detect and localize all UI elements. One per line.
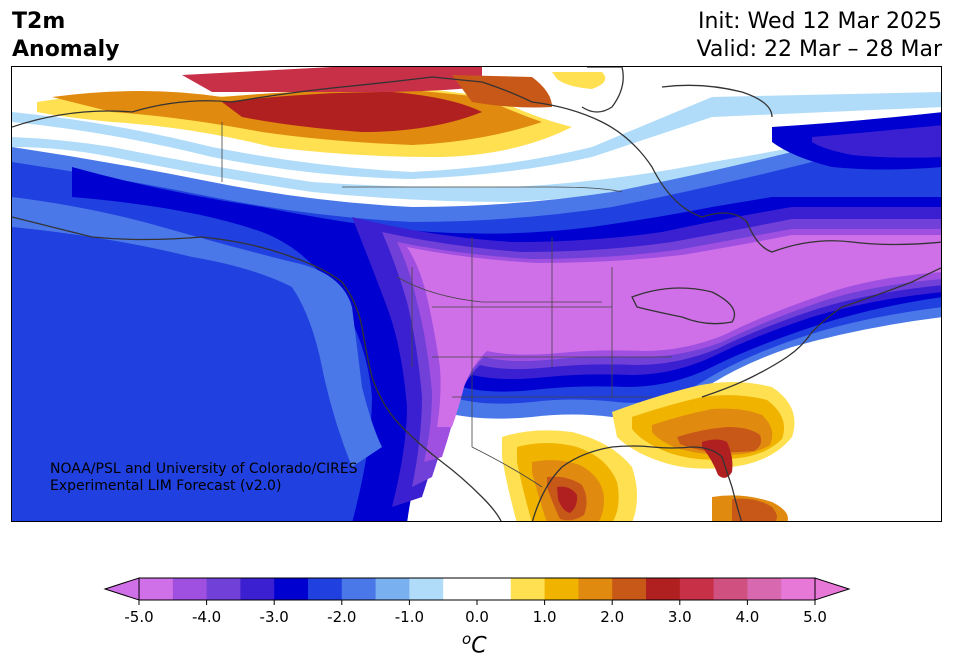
- colorbar-segment: [206, 578, 241, 600]
- colorbar-segment: [443, 578, 478, 600]
- title-line-2: Anomaly: [12, 37, 120, 62]
- init-date: Init: Wed 12 Mar 2025: [697, 9, 942, 34]
- colorbar-segment: [341, 578, 377, 600]
- unit-letter: C: [471, 633, 487, 659]
- credit-line-2: Experimental LIM Forecast (v2.0): [50, 478, 282, 494]
- colorbar-segment: [274, 578, 309, 600]
- coastlines: [12, 67, 941, 521]
- credit-line-1: NOAA/PSL and University of Colorado/CIRE…: [50, 461, 358, 477]
- colorbar-right-extension: [814, 577, 851, 601]
- colorbar-segment: [375, 578, 410, 600]
- colorbar-unit-label: oC: [462, 630, 487, 658]
- title-line-1: T2m: [12, 9, 66, 34]
- colorbar-ticks: -5.0 -4.0 -3.0 -2.0 -1.0 0.0 1.0 2.0 3.0 4.0 5.0: [124, 600, 827, 626]
- map-title: T2m Anomaly: [12, 8, 119, 64]
- colorbar-segment: [781, 578, 816, 600]
- colorbar-tick-label: -3.0: [260, 608, 289, 626]
- valid-date-range: Valid: 22 Mar – 28 Mar: [696, 37, 942, 62]
- colorbar-segment: [510, 578, 546, 600]
- colorbar-segment: [646, 578, 681, 600]
- source-credit: NOAA/PSL and University of Colorado/CIRE…: [50, 461, 358, 495]
- colorbar-segment: [240, 578, 275, 600]
- colorbar-tick-label: -1.0: [395, 608, 424, 626]
- colorbar-segment: [612, 578, 647, 600]
- colorbar-tick-label: 0.0: [465, 608, 489, 626]
- colorbar-segment: [747, 578, 782, 600]
- colorbar-tick-label: 2.0: [600, 608, 624, 626]
- anomaly-map: [12, 67, 941, 521]
- colorbar-segment: [409, 578, 444, 600]
- colorbar-segment: [679, 578, 715, 600]
- political-borders: [221, 122, 672, 488]
- colorbar-segment: [477, 578, 512, 600]
- strongest-cold-core: [407, 235, 941, 427]
- colorbar-tick-label: 5.0: [803, 608, 827, 626]
- colorbar-tick-label: -2.0: [327, 608, 356, 626]
- colorbar-tick-label: 3.0: [668, 608, 692, 626]
- colorbar-left-extension: [103, 577, 140, 601]
- colorbar-tick-label: 4.0: [735, 608, 759, 626]
- colorbar-segment: [544, 578, 579, 600]
- map-panel: NOAA/PSL and University of Colorado/CIRE…: [11, 66, 942, 522]
- colorbar-tick-label: 1.0: [533, 608, 557, 626]
- colorbar-segment: [139, 578, 174, 600]
- colorbar-segment: [578, 578, 613, 600]
- colorbar-segment: [713, 578, 748, 600]
- forecast-dates: Init: Wed 12 Mar 2025 Valid: 22 Mar – 28…: [697, 8, 942, 64]
- colorbar-segments: [139, 578, 816, 600]
- colorbar-segment: [308, 578, 343, 600]
- unit-degree: o: [462, 630, 472, 648]
- colorbar-segment: [172, 578, 208, 600]
- colorbar-tick-label: -4.0: [192, 608, 221, 626]
- colorbar-tick-label: -5.0: [124, 608, 153, 626]
